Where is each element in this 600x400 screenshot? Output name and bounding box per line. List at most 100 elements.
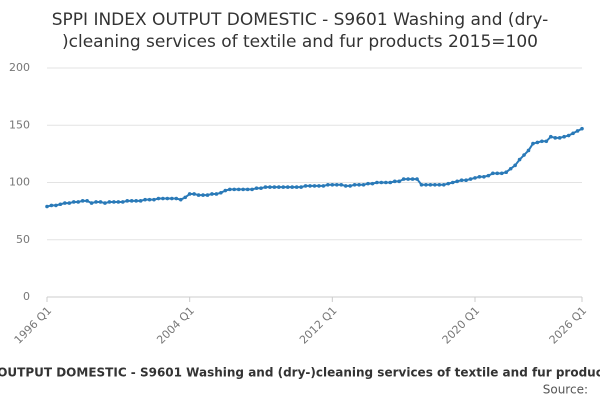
data-point: [156, 196, 161, 201]
data-point: [499, 171, 504, 176]
data-point: [232, 187, 237, 192]
data-point: [63, 201, 67, 205]
data-point: [308, 184, 312, 188]
data-point: [517, 157, 522, 162]
data-point: [54, 203, 58, 208]
data-point: [94, 200, 98, 204]
caption: OUTPUT DOMESTIC - S9601 Washing and (dry…: [0, 366, 600, 380]
chart-title: )cleaning services of textile and fur pr…: [62, 32, 538, 52]
data-point: [201, 193, 205, 197]
data-point: [392, 179, 397, 184]
data-point: [522, 153, 526, 157]
data-point: [89, 201, 94, 205]
data-point: [268, 185, 272, 189]
data-line: [46, 127, 583, 208]
data-point: [281, 185, 286, 189]
data-point: [143, 197, 147, 202]
data-point: [227, 187, 232, 192]
data-point: [428, 182, 433, 187]
data-point: [103, 201, 107, 205]
data-point: [508, 166, 513, 171]
data-point: [285, 185, 290, 189]
data-point: [326, 182, 330, 187]
data-point: [152, 197, 156, 202]
data-point: [446, 181, 451, 186]
data-point: [138, 199, 143, 203]
data-point: [468, 177, 473, 181]
data-point: [330, 182, 335, 187]
data-point: [58, 202, 63, 207]
data-point: [134, 199, 138, 203]
data-point: [419, 182, 424, 187]
x-tick-label: 2026 Q1: [547, 304, 590, 347]
data-point: [459, 178, 464, 183]
data-point: [214, 192, 219, 196]
data-point: [504, 170, 509, 174]
data-point: [290, 185, 295, 189]
data-point: [174, 196, 179, 201]
data-point: [219, 191, 223, 195]
data-point: [491, 171, 495, 176]
data-point: [361, 182, 366, 187]
y-tick-label: 200: [9, 61, 30, 74]
data-point: [540, 139, 544, 144]
data-point: [455, 179, 459, 184]
data-point: [357, 182, 361, 187]
data-point: [557, 136, 562, 140]
data-point: [107, 200, 112, 204]
data-point: [544, 139, 549, 144]
data-point: [312, 184, 317, 188]
data-point: [165, 196, 170, 201]
data-point: [192, 192, 196, 196]
data-point: [401, 177, 406, 181]
data-point: [464, 178, 468, 183]
data-point: [299, 185, 303, 189]
data-point: [384, 180, 388, 185]
data-point: [277, 185, 281, 189]
data-point: [406, 177, 410, 181]
data-point: [183, 195, 188, 200]
y-tick-label: 100: [9, 176, 30, 189]
chart-title: SPPI INDEX OUTPUT DOMESTIC - S9601 Washi…: [52, 10, 549, 30]
data-point: [71, 200, 76, 204]
data-point: [526, 148, 531, 153]
data-point: [250, 187, 254, 192]
x-tick-label: 2004 Q1: [154, 304, 197, 347]
data-point: [125, 199, 130, 203]
data-point: [259, 186, 263, 191]
x-tick-label: 2020 Q1: [440, 304, 483, 347]
data-point: [433, 182, 437, 187]
data-point: [437, 182, 442, 187]
data-point: [566, 133, 571, 138]
data-point: [531, 141, 535, 146]
data-point: [495, 171, 500, 176]
data-point: [343, 184, 348, 188]
data-point: [486, 173, 491, 178]
data-point: [112, 200, 116, 204]
data-point: [397, 179, 402, 184]
data-point: [513, 163, 517, 168]
data-point: [49, 203, 54, 208]
data-point: [245, 187, 250, 192]
data-point: [161, 196, 165, 201]
data-point: [366, 181, 370, 186]
data-point: [272, 185, 277, 189]
data-point: [170, 196, 174, 201]
data-point: [562, 134, 566, 139]
data-point: [388, 180, 393, 185]
data-point: [441, 182, 446, 187]
y-tick-label: 50: [16, 233, 30, 246]
data-point: [294, 185, 299, 189]
data-point: [80, 199, 85, 203]
data-point: [85, 199, 89, 203]
data-point: [98, 200, 103, 204]
x-tick-label: 1996 Q1: [12, 304, 55, 347]
data-point: [321, 184, 326, 188]
data-point: [410, 177, 415, 181]
data-point: [352, 182, 357, 187]
x-tick-label: 2012 Q1: [297, 304, 340, 347]
data-point: [45, 204, 49, 209]
data-point: [548, 134, 553, 139]
data-point: [339, 182, 344, 187]
